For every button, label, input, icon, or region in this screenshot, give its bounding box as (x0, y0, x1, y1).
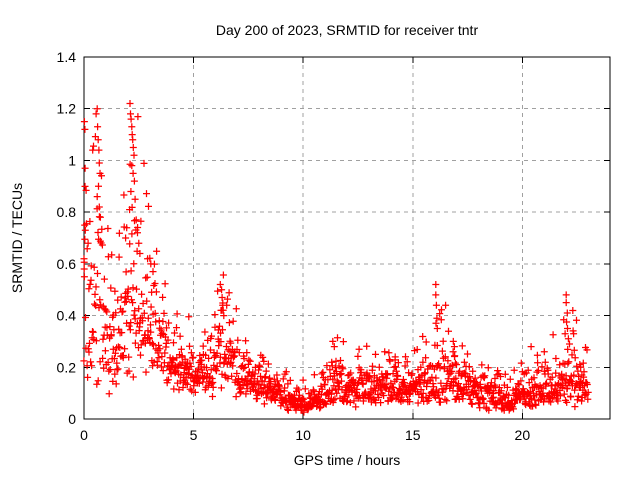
x-axis-label: GPS time / hours (294, 452, 401, 468)
y-tick-label: 1 (68, 152, 76, 168)
x-tick-label: 10 (295, 427, 311, 443)
x-tick-label: 0 (80, 427, 88, 443)
data-point-markers (80, 100, 592, 416)
y-tick-label: 0 (68, 411, 76, 427)
plot-border (83, 56, 611, 420)
x-tick-label: 15 (405, 427, 421, 443)
y-tick-label: 0.2 (57, 359, 77, 375)
chart-title: Day 200 of 2023, SRMTID for receiver tnt… (216, 22, 479, 38)
y-tick-label: 0.8 (57, 204, 77, 220)
x-tick-label: 5 (190, 427, 198, 443)
x-tick-label: 20 (515, 427, 531, 443)
y-tick-label: 0.6 (57, 256, 77, 272)
y-tick-label: 1.2 (57, 101, 77, 117)
y-axis-label: SRMTID / TECUs (9, 183, 25, 293)
axis-tick-labels: 0 5 10 15 20 0 0.2 0.4 0.6 0.8 1 1.2 1.4 (57, 49, 531, 443)
y-tick-label: 0.4 (57, 308, 77, 324)
scatter-points (80, 100, 592, 416)
y-tick-label: 1.4 (57, 49, 77, 65)
axis-ticks (83, 56, 610, 420)
